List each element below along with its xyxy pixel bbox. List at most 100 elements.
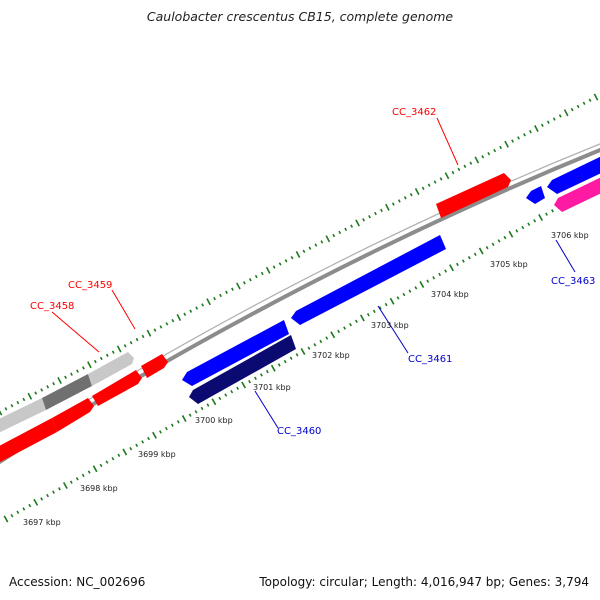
minor-tick (521, 225, 525, 230)
minor-tick (22, 397, 26, 402)
minor-tick (432, 276, 436, 280)
gene-label-cc-3459[interactable]: CC_3459 (68, 280, 112, 291)
minor-tick (499, 145, 503, 150)
gene-cc-3460-dark[interactable] (189, 335, 296, 404)
pseudo-block-light-left (0, 398, 46, 433)
minor-tick (588, 98, 592, 102)
minor-tick (349, 323, 352, 327)
minor-tick (481, 155, 485, 159)
minor-tick (380, 208, 383, 213)
major-tick (474, 156, 480, 164)
minor-tick (165, 322, 169, 326)
major-tick (385, 203, 390, 211)
minor-tick (171, 318, 175, 323)
minor-tick (99, 356, 103, 361)
minor-tick (93, 359, 97, 364)
minor-tick (278, 262, 282, 266)
major-tick (508, 230, 514, 238)
minor-tick (372, 309, 376, 313)
major-tick (534, 125, 539, 132)
gene-label-cc-3462[interactable]: CC_3462 (392, 107, 436, 118)
major-tick (563, 109, 569, 117)
minor-tick (28, 503, 32, 508)
major-tick (414, 188, 420, 195)
major-tick (57, 377, 62, 384)
gene-label-cc-3458[interactable]: CC_3458 (30, 301, 74, 312)
minor-tick (111, 350, 115, 354)
minor-tick (582, 101, 586, 105)
minor-tick (576, 104, 580, 109)
major-tick (504, 140, 509, 148)
gene-cc-3459-small[interactable] (141, 354, 168, 378)
major-tick (389, 297, 395, 305)
minor-tick (409, 192, 413, 197)
minor-tick (16, 400, 20, 405)
minor-tick (164, 426, 168, 431)
minor-tick (338, 230, 342, 235)
minor-tick (517, 136, 520, 140)
callout-line-cc-3463 (555, 239, 576, 273)
minor-tick (16, 510, 20, 514)
minor-tick (355, 319, 358, 324)
minor-tick (46, 385, 50, 389)
minor-tick (135, 443, 139, 447)
scale-label: 3702 kbp (312, 351, 350, 360)
minor-tick (403, 196, 407, 200)
minor-tick (105, 353, 109, 357)
major-tick (236, 282, 241, 290)
gene-magenta-right[interactable] (554, 172, 600, 212)
minor-tick (366, 312, 370, 317)
gene-cc-3459[interactable] (92, 370, 142, 406)
scale-tick-labels: 3697 kbp 3698 kbp 3699 kbp 3700 kbp 3701… (23, 231, 589, 527)
minor-tick (4, 407, 8, 411)
major-tick (359, 314, 365, 322)
minor-tick (397, 199, 401, 203)
gene-cc-3460[interactable] (182, 320, 289, 386)
minor-tick (515, 229, 519, 233)
gene-cc-3458-segment-b[interactable] (52, 398, 94, 432)
minor-tick (313, 343, 317, 347)
minor-tick (552, 117, 556, 121)
minor-tick (10, 404, 14, 408)
minor-tick (427, 183, 431, 187)
minor-tick (52, 381, 56, 386)
minor-tick (236, 386, 240, 391)
minor-tick (129, 446, 133, 451)
major-tick (330, 331, 336, 339)
callout-line-cc-3459 (111, 289, 136, 330)
gene-cc-3461[interactable] (291, 235, 446, 325)
minor-tick (40, 388, 44, 392)
major-tick (181, 415, 187, 422)
scale-label: 3704 kbp (431, 290, 469, 299)
minor-tick (408, 289, 412, 293)
minor-tick (368, 215, 371, 219)
genome-backbone (0, 143, 600, 465)
gene-cc-3463-small[interactable] (526, 186, 545, 204)
minor-tick (337, 329, 341, 334)
minor-tick (283, 359, 287, 364)
minor-tick (289, 356, 293, 360)
minor-tick (396, 296, 400, 300)
major-tick (176, 314, 182, 321)
gene-label-cc-3463[interactable]: CC_3463 (551, 276, 595, 287)
scale-label: 3700 kbp (195, 416, 233, 425)
major-tick (478, 247, 484, 255)
minor-tick (111, 457, 115, 461)
gene-label-cc-3460[interactable]: CC_3460 (277, 426, 321, 437)
gene-cc-3458-segment-a[interactable] (0, 418, 57, 470)
minor-tick (497, 239, 501, 243)
scale-label: 3705 kbp (490, 260, 528, 269)
gene-label-cc-3461[interactable]: CC_3461 (408, 354, 452, 365)
major-tick (211, 398, 217, 406)
minor-tick (473, 252, 477, 257)
minor-tick (117, 453, 121, 458)
forward-strand-genes (0, 173, 511, 470)
major-tick (0, 410, 3, 416)
minor-tick (551, 209, 554, 213)
callout-line-cc-3461 (377, 305, 409, 354)
minor-tick (444, 269, 447, 273)
gene-cc-3462[interactable] (436, 173, 511, 218)
minor-tick (284, 259, 288, 263)
gene-cc-3463[interactable] (547, 152, 600, 194)
major-tick (3, 515, 9, 523)
